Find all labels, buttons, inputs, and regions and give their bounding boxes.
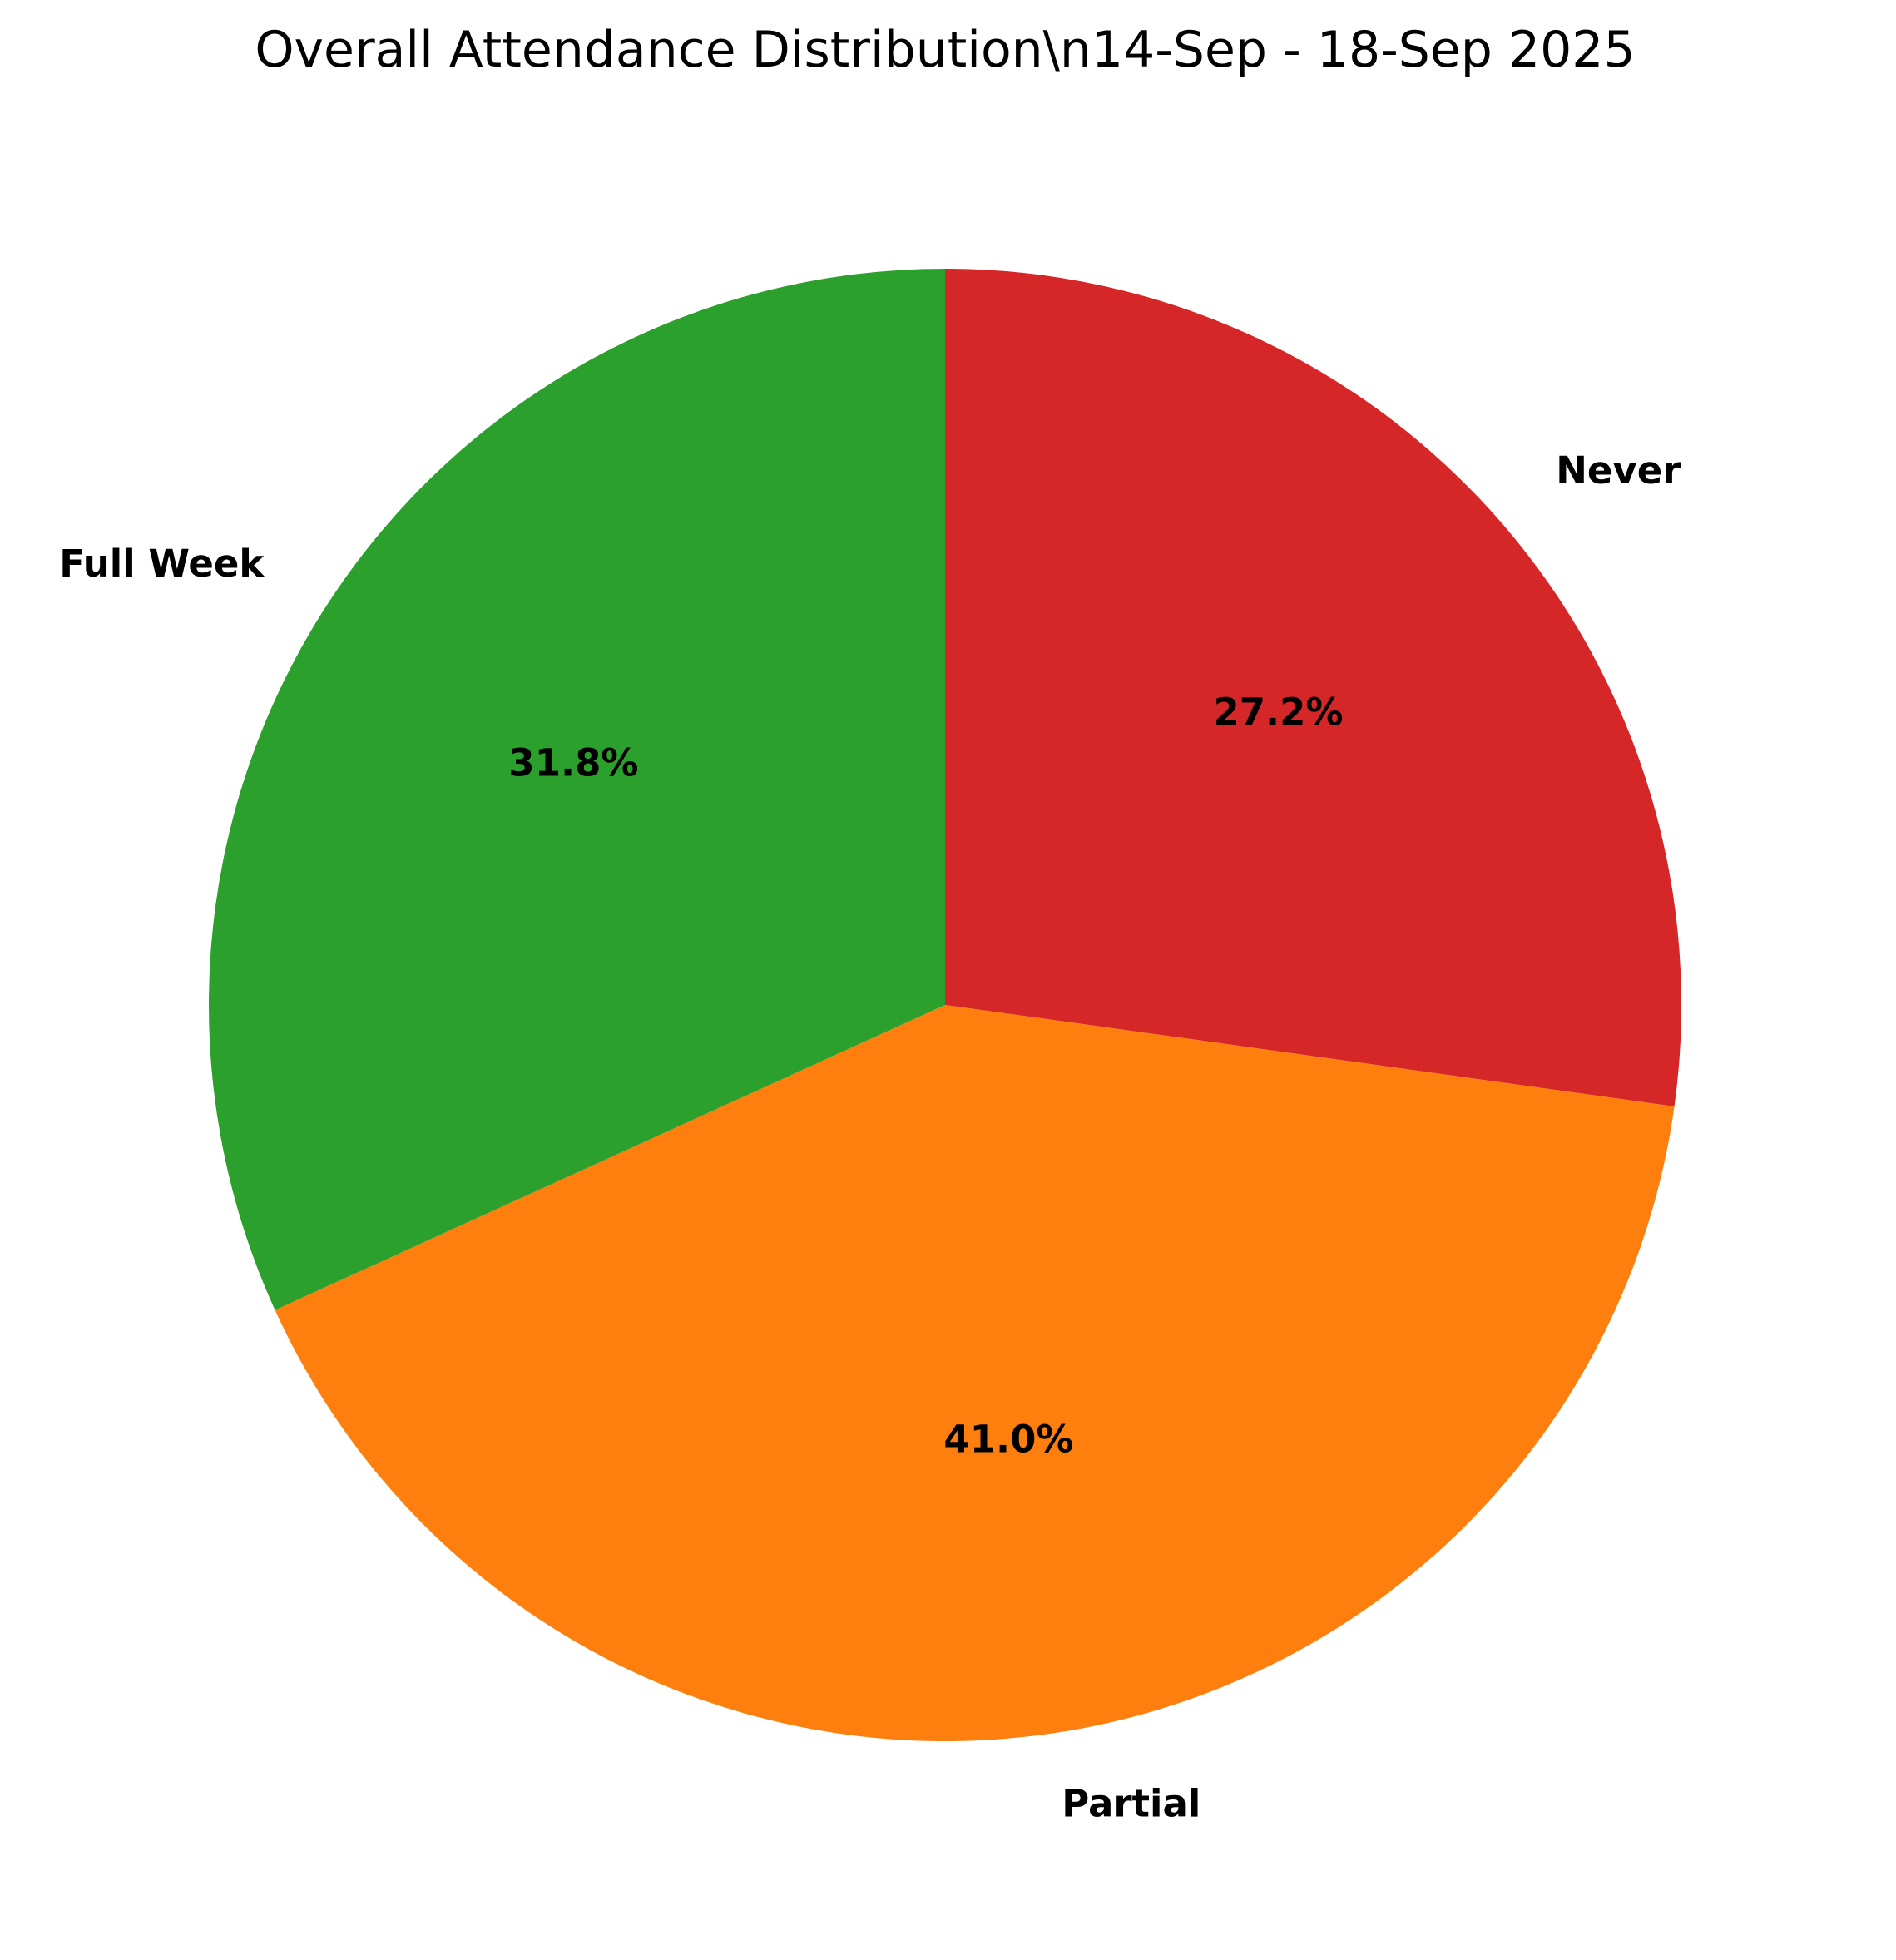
- chart-title: Overall Attendance Distribution\n14-Sep …: [255, 21, 1635, 79]
- slice-pct-partial: 41.0%: [943, 1417, 1073, 1461]
- slice-label-never: Never: [1556, 448, 1681, 492]
- slice-label-full-week: Full Week: [59, 542, 265, 586]
- slice-pct-full-week: 31.8%: [508, 741, 638, 785]
- slice-label-partial: Partial: [1062, 1781, 1200, 1825]
- pie-slice-never: [945, 269, 1681, 1106]
- slice-pct-never: 27.2%: [1213, 690, 1343, 734]
- pie-slice-full-week: [209, 269, 945, 1310]
- pie-labels: Never 27.2% Partial 41.0% Full Week 31.8%: [59, 448, 1681, 1826]
- pie-slices: [209, 269, 1681, 1741]
- pie-slice-partial: [275, 1005, 1675, 1741]
